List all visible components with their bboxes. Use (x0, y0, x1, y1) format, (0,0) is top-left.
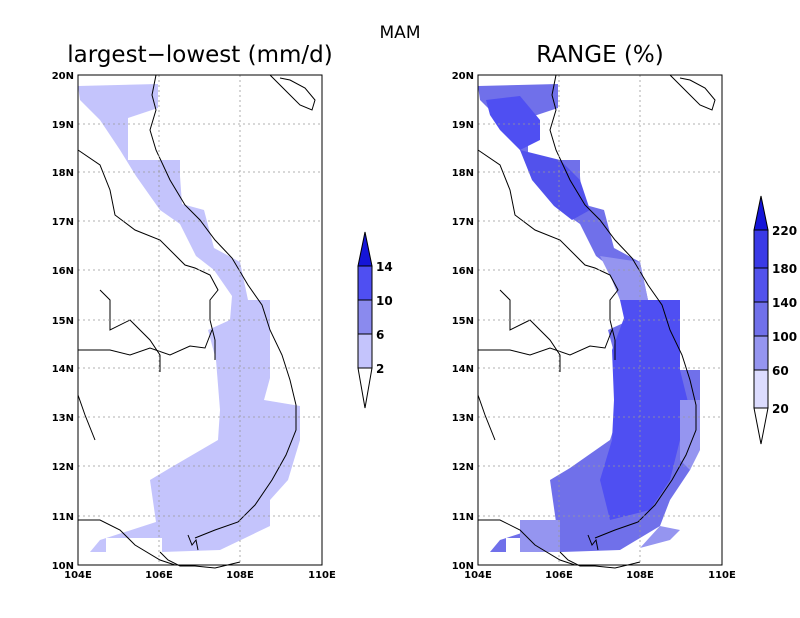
right-cb-label-220: 220 (772, 224, 797, 238)
lat-tick-15n: 15N (52, 316, 74, 327)
lat-tick-15n: 15N (452, 316, 474, 327)
right-cb-label-100: 100 (772, 330, 797, 344)
lat-tick-13n: 13N (452, 413, 474, 424)
panel-right: RANGE (%) (452, 42, 797, 581)
left-cb-label-14: 14 (376, 260, 393, 274)
lon-tick-104e: 104E (64, 570, 92, 581)
lat-tick-20n: 20N (52, 71, 74, 82)
lat-tick-20n: 20N (452, 71, 474, 82)
right-colorbar-bin-5 (753, 229, 769, 269)
lat-tick-19n: 19N (452, 120, 474, 131)
left-colorbar-top-triangle (357, 231, 373, 267)
lat-tick-19n: 19N (52, 120, 74, 131)
left-gridlines (78, 75, 322, 565)
lat-tick-13n: 13N (52, 413, 74, 424)
lat-tick-14n: 14N (52, 364, 74, 375)
right-colorbar-bottom-triangle (753, 407, 769, 445)
lon-tick-106e: 106E (545, 570, 573, 581)
right-colorbar-bin-2 (753, 335, 769, 371)
lat-tick-11n: 11N (52, 512, 74, 523)
left-cb-label-2: 2 (376, 362, 384, 376)
lat-tick-16n: 16N (452, 266, 474, 277)
left-colorbar-bin-2 (357, 299, 373, 335)
lat-tick-17n: 17N (452, 217, 474, 228)
right-lat-ticks: 20N 19N 18N 17N 16N 15N 14N 13N 12N 11N … (452, 71, 474, 572)
left-map-frame (77, 74, 323, 566)
lat-tick-10n: 10N (452, 561, 474, 572)
panel-right-title: RANGE (%) (536, 42, 663, 68)
left-colorbar (357, 231, 373, 409)
right-cb-label-20: 20 (772, 402, 789, 416)
lon-tick-104e: 104E (464, 570, 492, 581)
left-lon-ticks: 104E 106E 108E 110E (64, 570, 336, 581)
lon-tick-110e: 110E (708, 570, 736, 581)
right-field (478, 84, 700, 552)
lat-tick-12n: 12N (452, 462, 474, 473)
lat-tick-14n: 14N (452, 364, 474, 375)
lon-tick-108e: 108E (626, 570, 654, 581)
right-gridlines (478, 75, 722, 565)
panel-left: largest−lowest (mm/d) (52, 42, 393, 581)
left-field (78, 84, 300, 552)
lon-tick-106e: 106E (145, 570, 173, 581)
left-cb-label-10: 10 (376, 294, 393, 308)
right-colorbar-bin-4 (753, 267, 769, 303)
right-field-holes (506, 538, 520, 552)
lat-tick-10n: 10N (52, 561, 74, 572)
left-lat-ticks: 20N 19N 18N 17N 16N 15N 14N 13N 12N 11N … (52, 71, 74, 572)
left-cb-label-6: 6 (376, 328, 384, 342)
left-colorbar-bottom-triangle (357, 367, 373, 409)
right-cb-label-60: 60 (772, 364, 789, 378)
panel-left-title: largest−lowest (mm/d) (67, 42, 332, 68)
left-colorbar-bin-1 (357, 333, 373, 369)
right-map-frame (477, 74, 723, 566)
right-colorbar (753, 195, 769, 445)
right-coastlines (477, 74, 716, 569)
right-colorbar-bin-1 (753, 369, 769, 409)
lat-tick-16n: 16N (52, 266, 74, 277)
lat-tick-17n: 17N (52, 217, 74, 228)
lon-tick-110e: 110E (308, 570, 336, 581)
lat-tick-18n: 18N (52, 168, 74, 179)
lat-tick-18n: 18N (452, 168, 474, 179)
right-lon-ticks: 104E 106E 108E 110E (464, 570, 736, 581)
left-field-holes (106, 538, 162, 552)
lon-tick-108e: 108E (226, 570, 254, 581)
right-colorbar-top-triangle (753, 195, 769, 231)
figure-title: MAM (380, 23, 421, 43)
lat-tick-12n: 12N (52, 462, 74, 473)
right-colorbar-bin-3 (753, 301, 769, 337)
right-cb-label-180: 180 (772, 262, 797, 276)
left-colorbar-bin-3 (357, 265, 373, 301)
right-cb-label-140: 140 (772, 296, 797, 310)
lat-tick-11n: 11N (452, 512, 474, 523)
